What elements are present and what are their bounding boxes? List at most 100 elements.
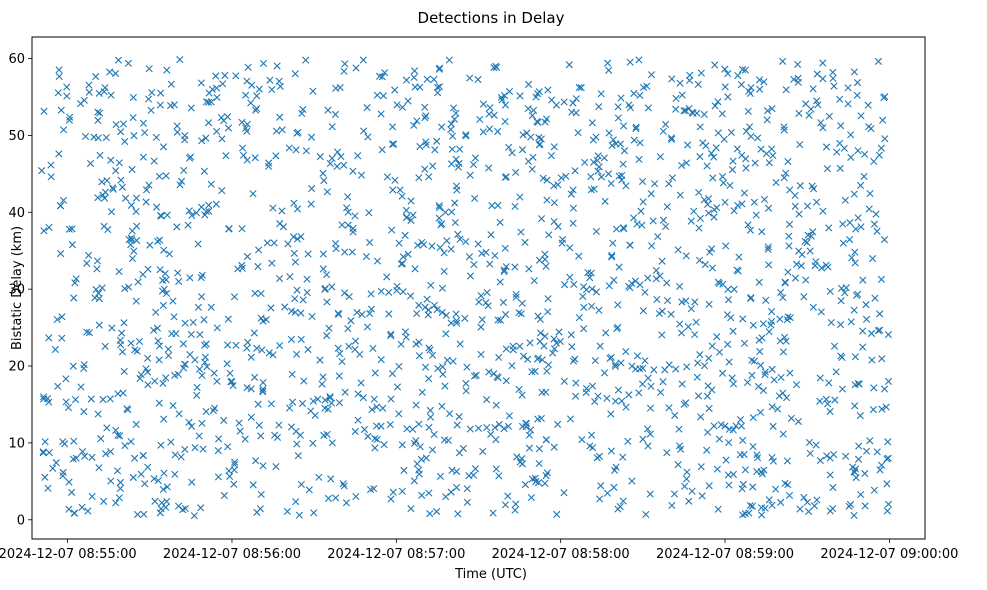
data-point [812, 198, 821, 206]
data-point [466, 272, 475, 280]
data-point [116, 336, 124, 344]
data-point [805, 438, 814, 447]
data-point [614, 103, 622, 111]
data-point [726, 181, 734, 190]
data-point [55, 66, 63, 74]
data-point [435, 202, 443, 210]
data-point [310, 509, 318, 517]
data-point [57, 250, 65, 258]
data-point [66, 113, 74, 121]
data-point [874, 57, 883, 65]
data-point [710, 153, 718, 161]
data-point [870, 486, 878, 494]
data-point [253, 344, 261, 352]
data-point [95, 321, 103, 329]
data-point [869, 406, 877, 414]
data-point [181, 319, 189, 327]
data-point [272, 463, 280, 471]
data-point [796, 140, 804, 149]
data-point [228, 377, 236, 386]
data-point [439, 363, 447, 371]
data-point [502, 377, 510, 385]
data-point [159, 301, 167, 309]
data-point [741, 66, 750, 74]
data-point [370, 485, 378, 493]
data-point [205, 89, 213, 97]
data-point [427, 281, 435, 289]
data-point [291, 295, 299, 303]
data-point [639, 198, 647, 206]
data-point [232, 72, 240, 80]
data-point [264, 162, 273, 170]
data-point [371, 434, 379, 443]
data-point [422, 141, 430, 149]
data-point [492, 401, 500, 409]
data-point [241, 435, 249, 443]
data-point [45, 448, 53, 457]
data-point [88, 453, 96, 461]
data-point [283, 507, 291, 515]
data-point [359, 56, 367, 64]
data-point [335, 372, 343, 380]
data-point [200, 167, 208, 175]
data-point [517, 310, 525, 318]
data-point [131, 454, 139, 462]
data-point [800, 493, 808, 502]
data-point [595, 163, 603, 171]
data-point [761, 371, 769, 379]
data-point [275, 421, 283, 429]
data-point [729, 327, 737, 335]
data-point [535, 134, 543, 142]
data-point [550, 443, 558, 451]
data-point [545, 231, 553, 239]
data-point [253, 508, 261, 516]
data-point [525, 444, 533, 452]
data-point [49, 464, 57, 473]
data-point [236, 427, 244, 435]
data-point [826, 287, 834, 296]
data-point [92, 72, 100, 81]
data-point [262, 316, 270, 324]
data-point [674, 461, 682, 469]
data-point [367, 305, 376, 313]
data-point [605, 129, 613, 137]
data-point [443, 237, 451, 245]
data-point [357, 171, 366, 179]
data-point [823, 165, 832, 173]
data-point [324, 494, 333, 502]
data-point [63, 92, 71, 100]
data-point [580, 325, 588, 333]
data-point [100, 222, 108, 230]
data-point [195, 365, 204, 373]
data-point [636, 139, 644, 147]
data-point [371, 444, 379, 452]
data-point [850, 190, 858, 198]
data-point [292, 498, 300, 506]
data-point [226, 369, 234, 377]
data-point [119, 120, 128, 128]
data-point [210, 404, 219, 412]
data-point [328, 154, 336, 162]
data-point [785, 220, 794, 228]
data-point [592, 227, 600, 235]
data-point [610, 483, 618, 491]
data-point [83, 328, 91, 336]
data-point [478, 249, 486, 258]
data-point [130, 132, 138, 140]
data-point [721, 65, 729, 73]
data-point [667, 310, 675, 318]
data-point [259, 378, 267, 387]
data-point [536, 329, 545, 337]
data-point [851, 248, 859, 256]
data-point [869, 254, 877, 263]
data-point [588, 431, 596, 439]
data-point [884, 438, 892, 446]
data-point [794, 60, 802, 69]
data-point [549, 349, 557, 357]
data-point [426, 413, 435, 421]
data-point [132, 194, 141, 202]
data-point [323, 332, 331, 340]
data-point [202, 134, 210, 142]
data-point [318, 380, 326, 388]
data-point [196, 330, 204, 339]
